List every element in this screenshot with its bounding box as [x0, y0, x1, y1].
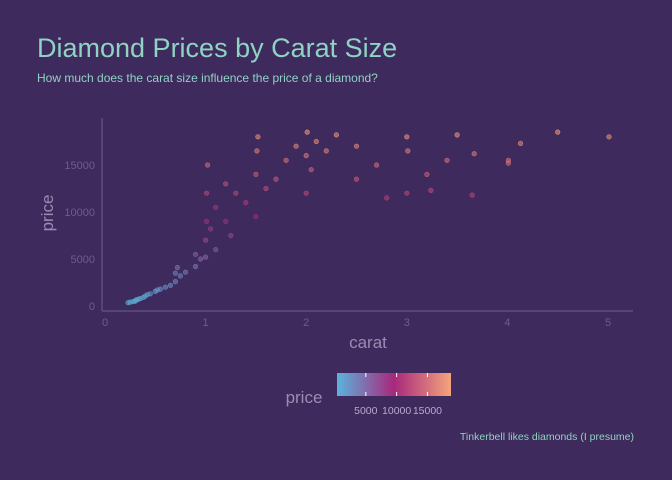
chart-subtitle: How much does the carat size influence t…: [37, 71, 378, 85]
plot-area: [125, 129, 612, 306]
data-point: [203, 254, 209, 260]
data-point: [469, 192, 475, 198]
data-point: [606, 134, 612, 140]
data-point: [167, 282, 173, 288]
y-tick-label: 5000: [71, 254, 95, 266]
data-point: [471, 151, 477, 157]
chart-caption: Tinkerbell likes diamonds (I presume): [459, 431, 634, 443]
data-point: [405, 148, 411, 154]
data-point: [303, 190, 309, 196]
data-point: [223, 218, 229, 224]
axes: 0 1 2 3 4 5 0 5000 10000 15000: [64, 118, 633, 329]
data-point: [208, 226, 214, 232]
chart-title: Diamond Prices by Carat Size: [37, 33, 398, 63]
data-point: [283, 157, 289, 163]
y-tick-label: 0: [89, 301, 95, 313]
data-point: [233, 190, 239, 196]
x-tick-label: 4: [504, 317, 510, 329]
data-point: [192, 251, 199, 257]
data-point: [323, 148, 329, 154]
data-point: [198, 256, 204, 262]
data-point: [203, 237, 209, 243]
data-point: [404, 190, 410, 196]
data-point: [313, 138, 319, 145]
data-point: [243, 200, 249, 206]
data-point: [454, 132, 460, 138]
data-point: [228, 232, 234, 239]
data-point: [253, 171, 259, 177]
y-tick-label: 10000: [64, 207, 95, 219]
data-point: [182, 269, 189, 275]
data-point: [353, 143, 360, 149]
data-point: [304, 129, 310, 135]
data-point: [157, 286, 163, 292]
x-tick-label: 5: [605, 317, 611, 329]
data-point: [428, 187, 434, 193]
x-tick-label: 2: [303, 317, 309, 329]
data-point: [162, 284, 168, 290]
data-point: [374, 162, 380, 168]
legend-tick-label: 5000: [354, 405, 378, 417]
data-point: [205, 162, 211, 168]
data-point: [444, 157, 450, 163]
legend-tick-label: 15000: [413, 405, 442, 417]
data-point: [172, 270, 178, 276]
data-point: [204, 218, 210, 224]
data-point: [263, 185, 269, 192]
data-point: [333, 132, 340, 138]
data-point: [555, 129, 561, 135]
data-point: [303, 153, 309, 159]
x-tick-label: 3: [404, 317, 410, 329]
y-axis-title: price: [38, 195, 57, 232]
data-point: [254, 148, 260, 154]
x-axis-title: carat: [349, 333, 387, 352]
data-point: [147, 291, 153, 297]
x-tick-label: 0: [102, 317, 108, 329]
data-point: [177, 273, 183, 279]
data-point: [293, 143, 299, 149]
data-point: [404, 134, 410, 140]
data-point: [517, 140, 524, 146]
color-legend-bar: [337, 373, 451, 396]
color-legend: 5000 10000 15000: [354, 373, 442, 417]
y-tick-label: 15000: [64, 160, 95, 172]
data-point: [424, 171, 430, 177]
data-point: [204, 190, 210, 196]
data-point: [213, 204, 219, 210]
data-point: [213, 247, 219, 253]
legend-title: price: [286, 388, 323, 407]
legend-tick-label: 10000: [382, 405, 411, 417]
data-point: [253, 214, 259, 220]
data-point: [223, 181, 229, 187]
data-point: [353, 176, 360, 182]
data-point: [192, 263, 199, 270]
x-tick-label: 1: [203, 317, 209, 329]
data-point: [255, 134, 261, 140]
data-point: [308, 167, 314, 173]
data-point: [273, 176, 279, 182]
data-point: [174, 264, 180, 271]
data-point: [172, 279, 178, 285]
data-point: [505, 157, 512, 163]
data-point: [384, 195, 390, 201]
